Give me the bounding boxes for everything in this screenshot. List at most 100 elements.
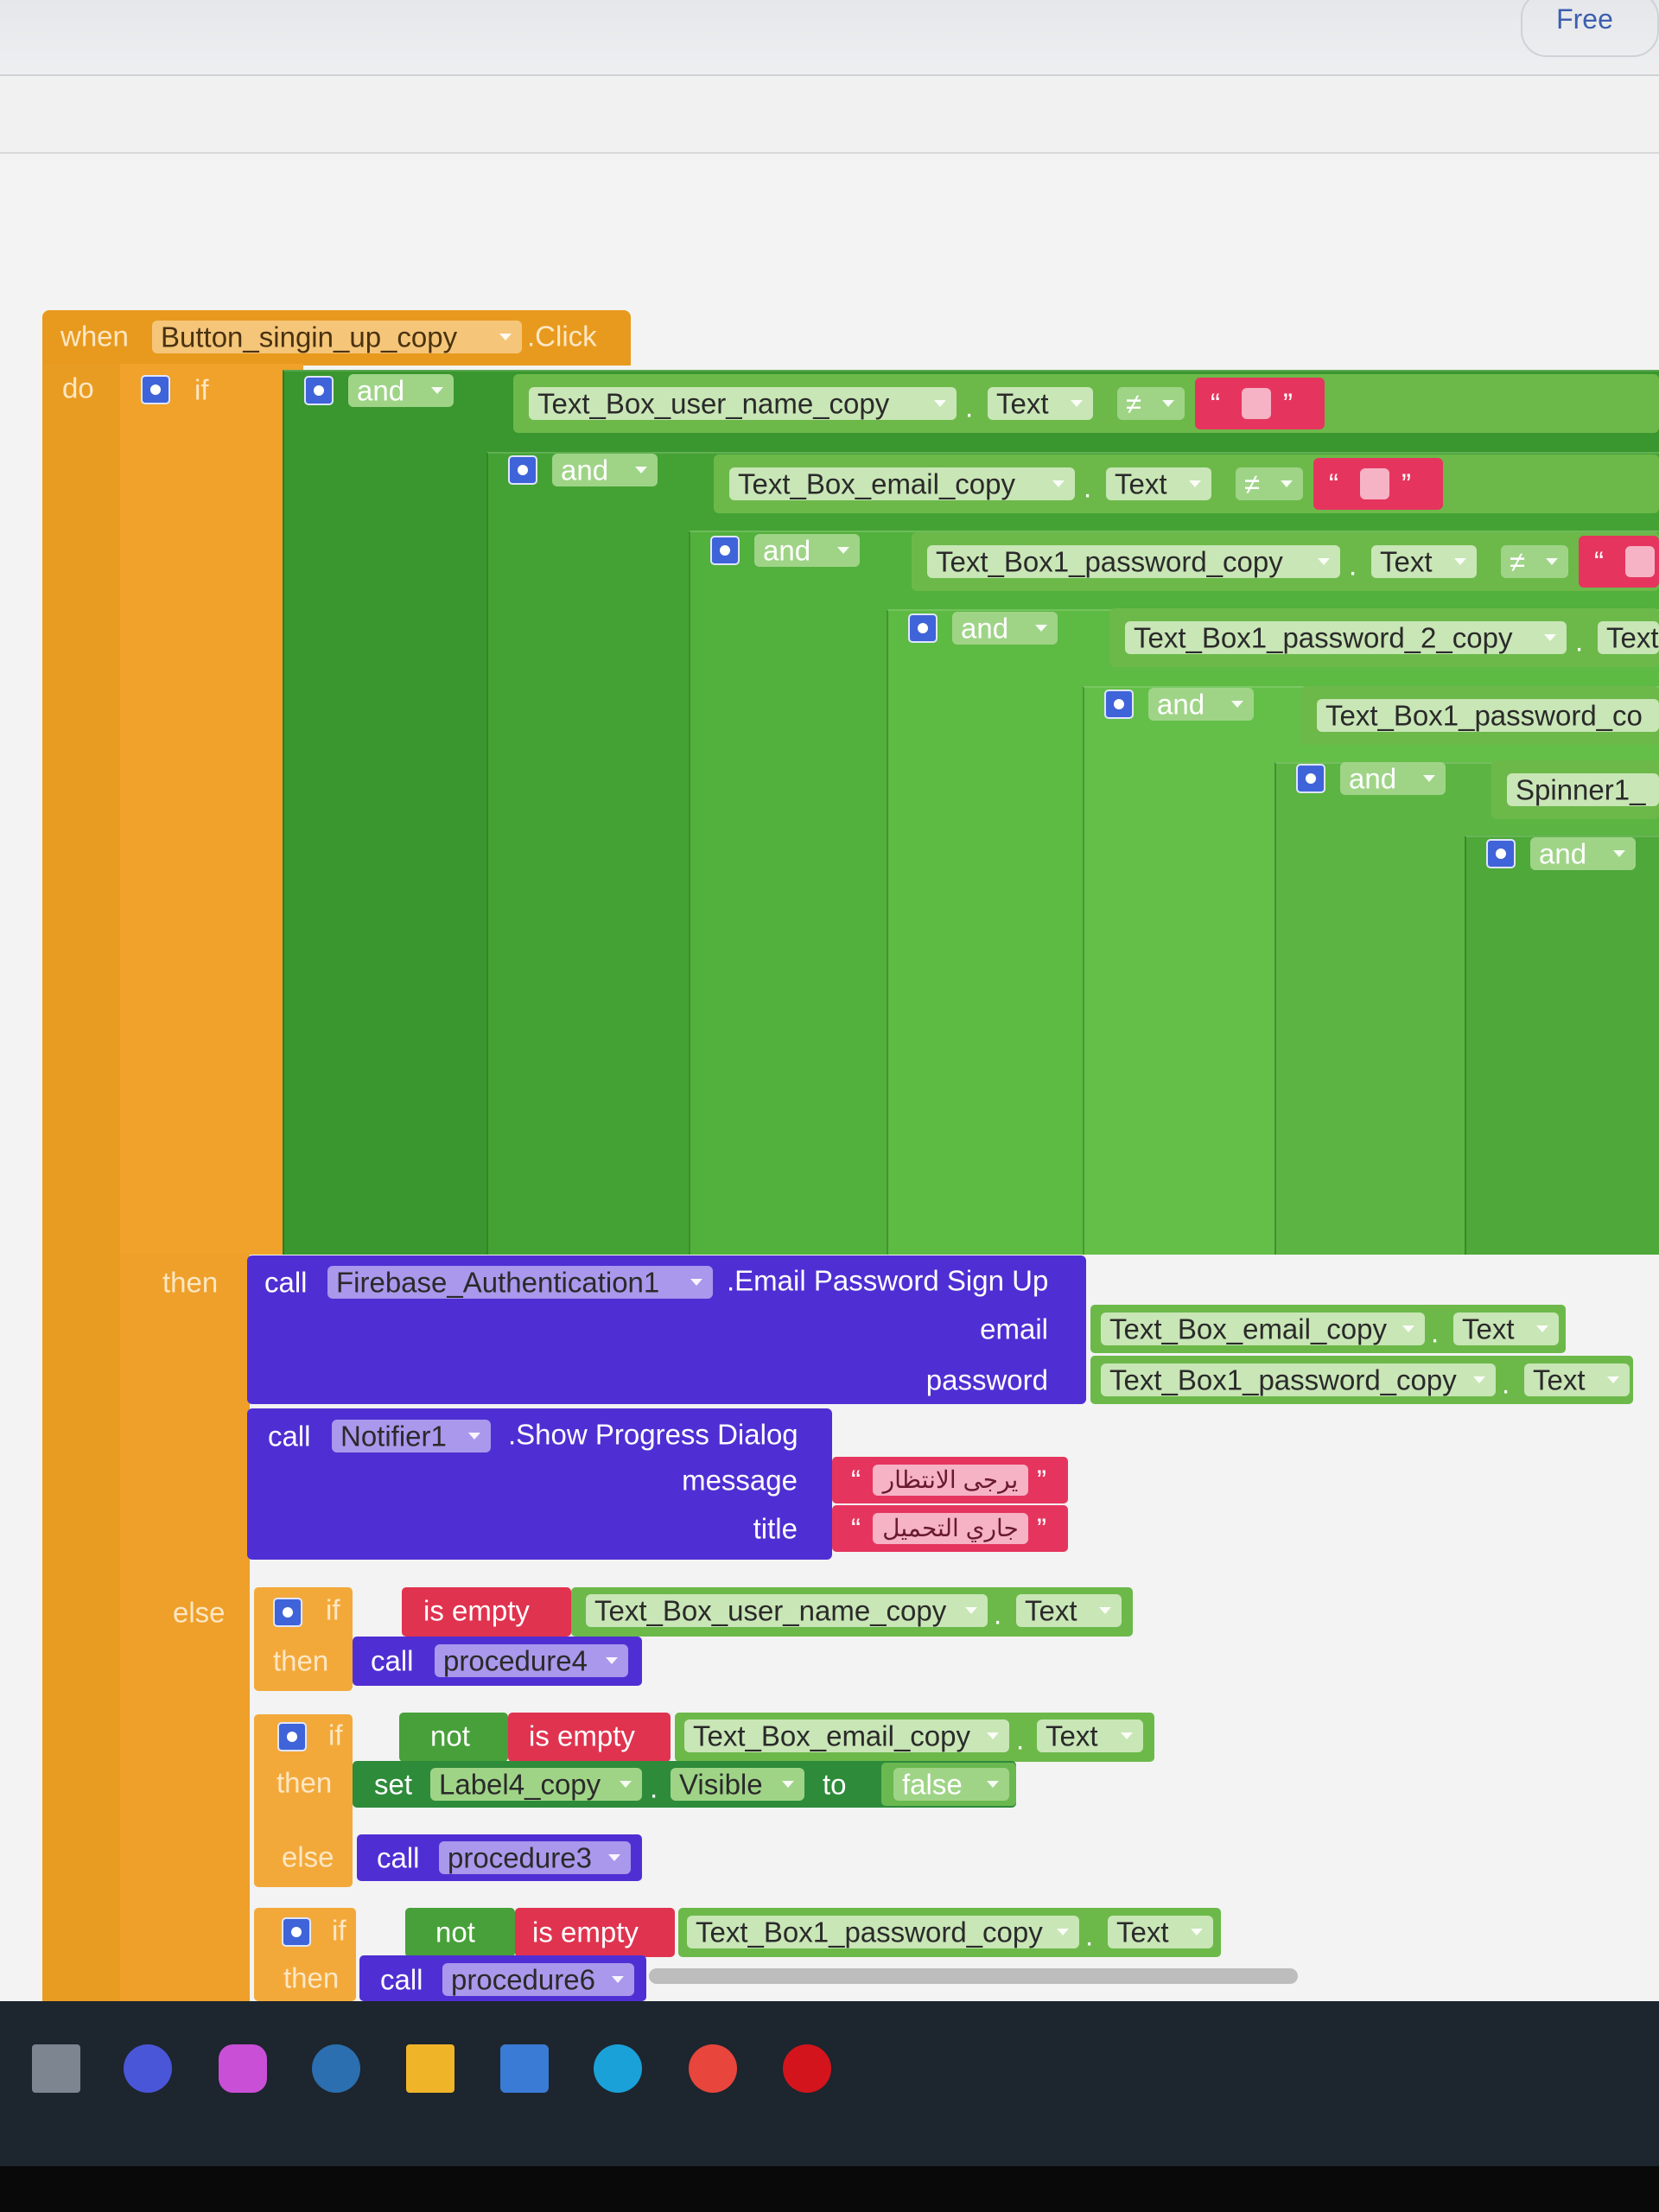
then-keyword: then [273,1644,329,1677]
call-keyword: call [268,1420,311,1452]
not-block [399,1713,508,1762]
taskbar-icon[interactable] [500,2044,549,2093]
toolbar [0,76,1659,152]
property-dropdown-label: Text [1046,1719,1098,1752]
and-operator-label: and [357,374,405,407]
property-dropdown-label: Text [1606,621,1659,654]
taskbar-icon[interactable] [594,2044,642,2093]
mutator-gear [141,375,170,404]
event-do: do [62,372,94,404]
dropdown-arrow [1281,480,1293,487]
string-field [1625,546,1655,577]
compare-operator-label: ≠ [1510,545,1526,578]
then-keyword: then [162,1266,219,1299]
dot: . [1016,1723,1025,1756]
and-block [1465,836,1659,1255]
screen-bezel [0,2166,1659,2212]
component-dropdown: Text_Box1_password_copy [927,545,1340,578]
component-dropdown-label: Text_Box1_password_co [1325,699,1643,732]
close-quote: ” [1402,467,1411,500]
if-block-lower [120,1253,250,2001]
mutator-gear [282,1917,311,1947]
event-when: when [60,320,129,353]
set-keyword: set [374,1768,413,1801]
property-dropdown-label: Text [1380,545,1433,578]
compare-operator: ≠ [1501,545,1568,578]
dropdown-arrow [1318,558,1330,565]
component-dropdown-label: Text_Box_email_copy [693,1719,971,1752]
close-quote: ” [1037,1464,1046,1497]
arg-name: title [753,1512,798,1545]
property-dropdown-label: Visible [679,1768,763,1801]
dropdown-arrow [837,547,849,554]
procedure-dropdown-label: procedure3 [448,1841,592,1874]
property-dropdown: Text [1598,621,1659,654]
component-dropdown-label: Text_Box1_password_copy [696,1916,1043,1948]
dropdown-arrow [1099,1607,1111,1614]
method-name: .Email Password Sign Up [727,1264,1049,1297]
property-dropdown: Text [1371,545,1477,578]
component-dropdown-label: Text_Box_user_name_copy [594,1594,947,1627]
taskbar [0,2001,1659,2167]
gear-center [518,465,528,475]
dot: . [1502,1367,1510,1400]
dropdown-arrow [1544,634,1556,641]
property-dropdown-label: Text [996,387,1049,420]
dropdown-arrow [1454,558,1466,565]
and-operator: and [552,454,658,486]
property-dropdown: Text [1453,1313,1559,1345]
component-dropdown: Text_Box_email_copy [729,467,1075,500]
plan-button[interactable] [1521,0,1659,57]
dropdown-arrow [1473,1376,1485,1383]
dropdown-arrow [1536,1325,1548,1332]
property-dropdown-label: Text [1462,1313,1515,1345]
gear-center [720,545,730,556]
dropdown-arrow [1607,1376,1619,1383]
and-operator-label: and [763,534,811,567]
dropdown-arrow [620,1781,632,1788]
taskbar-icon[interactable] [312,2044,360,2093]
if-block [254,1587,353,1691]
dropdown-arrow [608,1854,620,1861]
property-dropdown-label: Text [1115,467,1167,500]
not-keyword: not [435,1916,475,1948]
string-field [1360,468,1389,499]
component-dropdown-label: Text_Box1_password_copy [936,545,1283,578]
scrollbar[interactable] [649,1968,1298,1984]
and-operator: and [754,534,860,567]
dropdown-arrow [1071,400,1083,407]
taskbar-icon[interactable] [783,2044,831,2093]
test-keyword: is empty [423,1594,530,1627]
property-dropdown: Text [1016,1594,1122,1627]
taskbar-icon[interactable] [124,2044,172,2093]
test-keyword: is empty [532,1916,639,1948]
event-component-label: Button_singin_up_copy [161,321,458,353]
to-keyword: to [823,1768,847,1801]
taskbar-icon[interactable] [219,2044,267,2093]
arg-name: message [682,1464,798,1497]
dropdown-arrow [1613,850,1625,857]
dot: . [1085,1919,1094,1952]
component-dropdown-label: Text_Box1_password_2_copy [1134,621,1513,654]
and-operator: and [348,374,454,407]
dropdown-arrow [606,1657,618,1664]
top-bar [0,0,1659,74]
component-dropdown-label: Text_Box_email_copy [738,467,1016,500]
dot: . [1575,625,1584,658]
dropdown-arrow [782,1781,794,1788]
taskbar-icon[interactable] [689,2044,737,2093]
mutator-gear [1486,839,1516,868]
boolean-dropdown: false [893,1768,1009,1801]
property-dropdown: Text [1106,467,1211,500]
property-dropdown: Text [1524,1363,1630,1396]
open-quote: “ [1594,545,1604,578]
taskbar-icon[interactable] [406,2044,454,2093]
component-dropdown: Label4_copy [430,1768,642,1801]
dropdown-arrow [1057,1929,1069,1936]
call-keyword: call [371,1644,414,1677]
if-keyword: if [332,1914,346,1947]
taskbar-icon[interactable] [32,2044,80,2093]
and-operator-label: and [961,612,1009,645]
dot: . [1084,471,1092,504]
